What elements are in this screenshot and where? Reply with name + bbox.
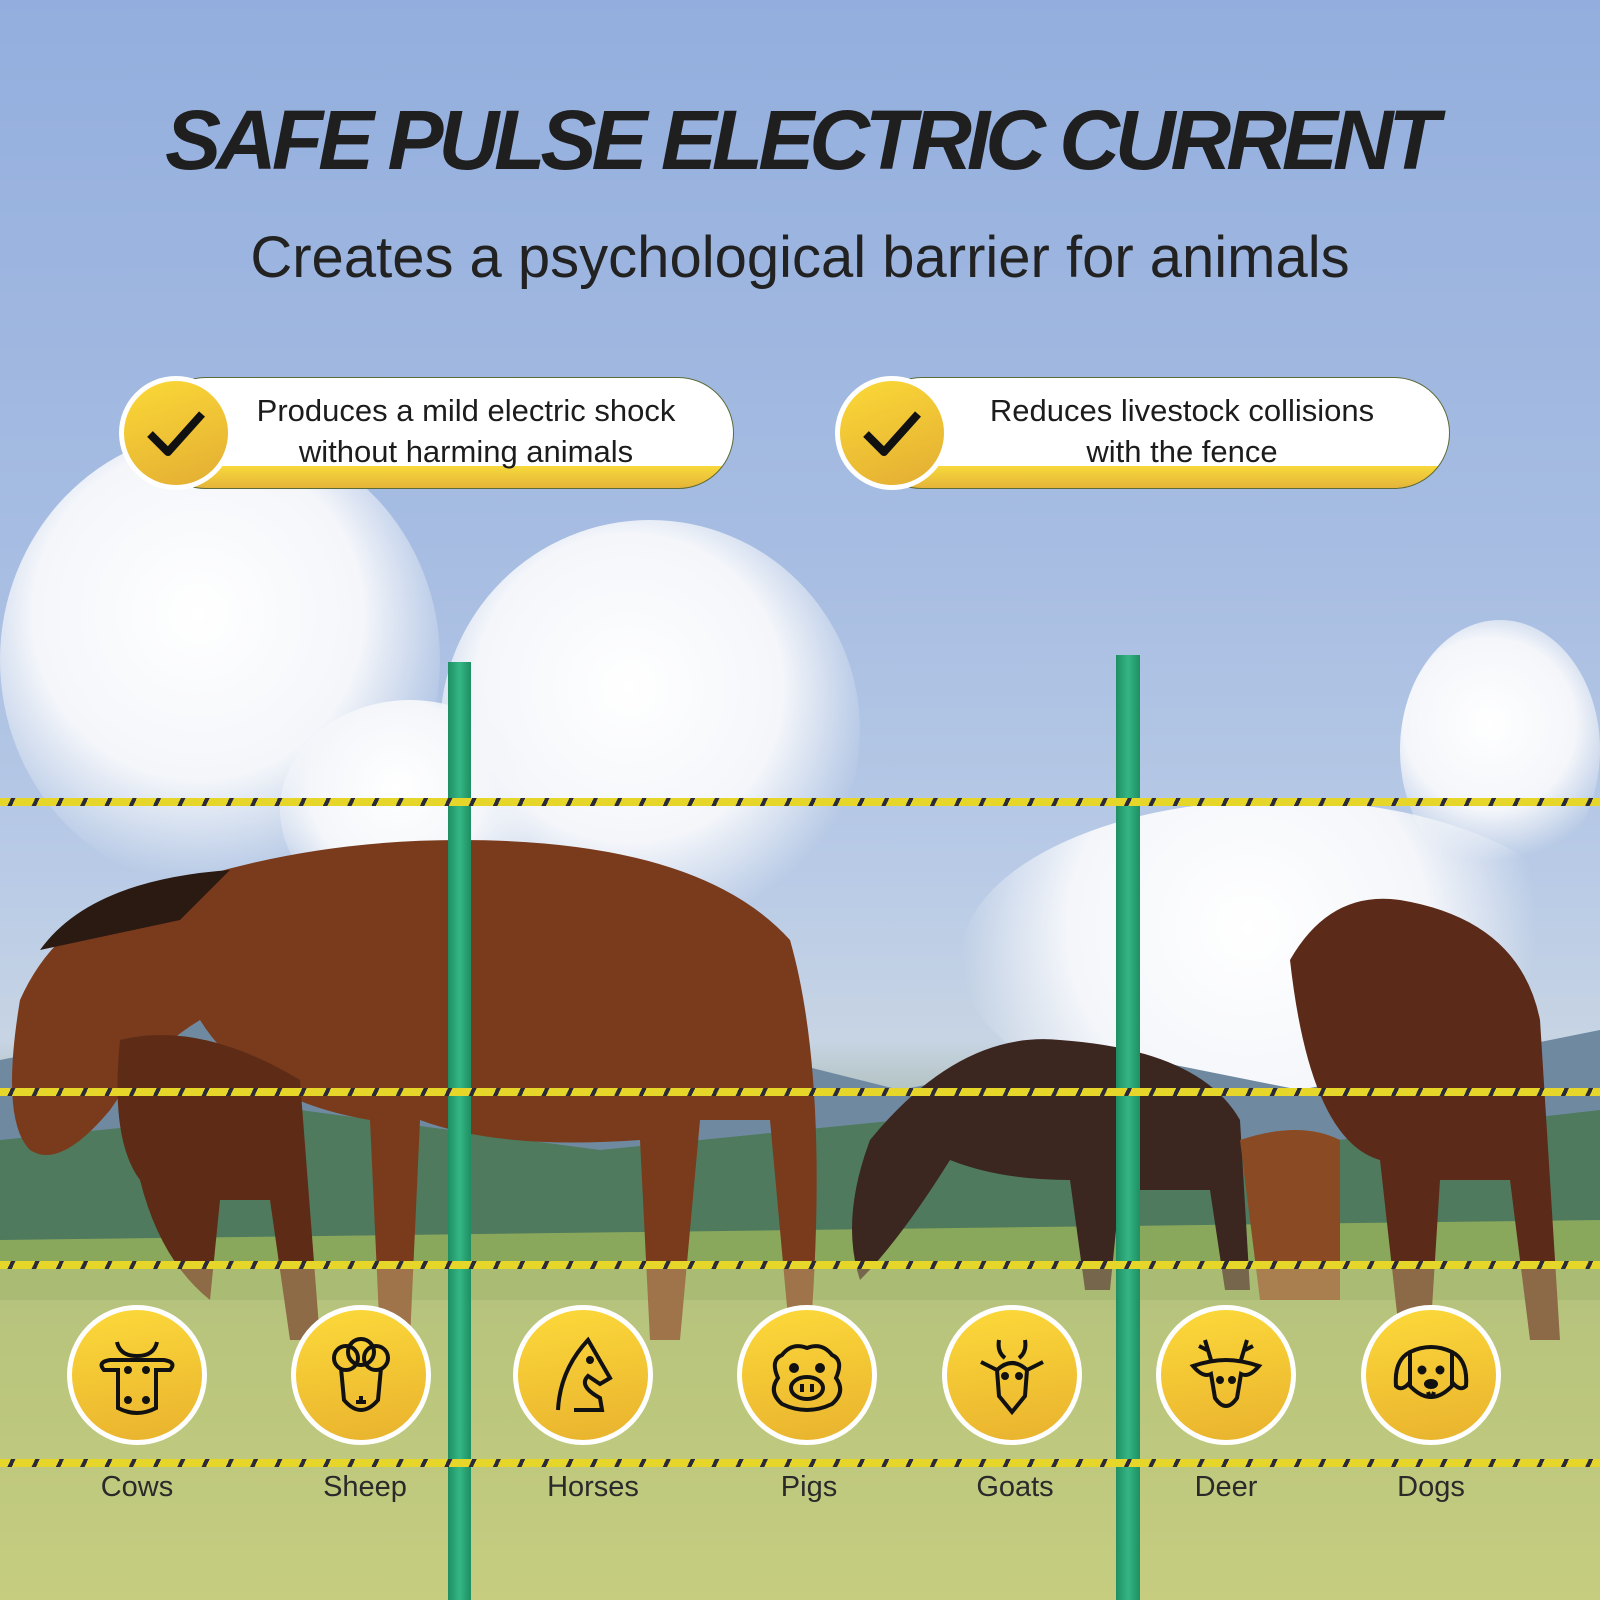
animal-label: Goats (976, 1471, 1054, 1503)
fence-post (448, 662, 471, 1600)
animal-label: Dogs (1397, 1471, 1465, 1503)
fence-wire (0, 1261, 1600, 1269)
feature-pill: Reduces livestock collisions with the fe… (866, 377, 1450, 489)
feature-line-1: Produces a mild electric shock (256, 393, 676, 428)
feature-pill: Produces a mild electric shock without h… (150, 377, 734, 489)
fence-wire (0, 1088, 1600, 1096)
pig-icon (737, 1305, 877, 1445)
deer-icon (1156, 1305, 1296, 1445)
fence-wire (0, 1459, 1600, 1467)
dog-icon (1361, 1305, 1501, 1445)
feature-line-1: Reduces livestock collisions (989, 393, 1375, 428)
page-title: SAFE PULSE ELECTRIC CURRENT (165, 93, 1440, 187)
animal-label: Cows (100, 1471, 174, 1503)
feature-line-2: with the fence (1086, 434, 1278, 469)
sheep-icon (291, 1305, 431, 1445)
cow-icon (67, 1305, 207, 1445)
page-subtitle: Creates a psychological barrier for anim… (250, 225, 1350, 290)
goat-icon (942, 1305, 1082, 1445)
check-icon (835, 376, 949, 490)
fence-post (1116, 655, 1140, 1600)
animal-label: Sheep (323, 1471, 407, 1503)
check-icon (119, 376, 233, 490)
fence-wire (0, 798, 1600, 806)
feature-line-2: without harming animals (298, 434, 634, 469)
animal-label: Deer (1194, 1471, 1258, 1503)
horse-icon (513, 1305, 653, 1445)
animal-label: Horses (547, 1471, 639, 1503)
animal-label: Pigs (780, 1471, 838, 1503)
